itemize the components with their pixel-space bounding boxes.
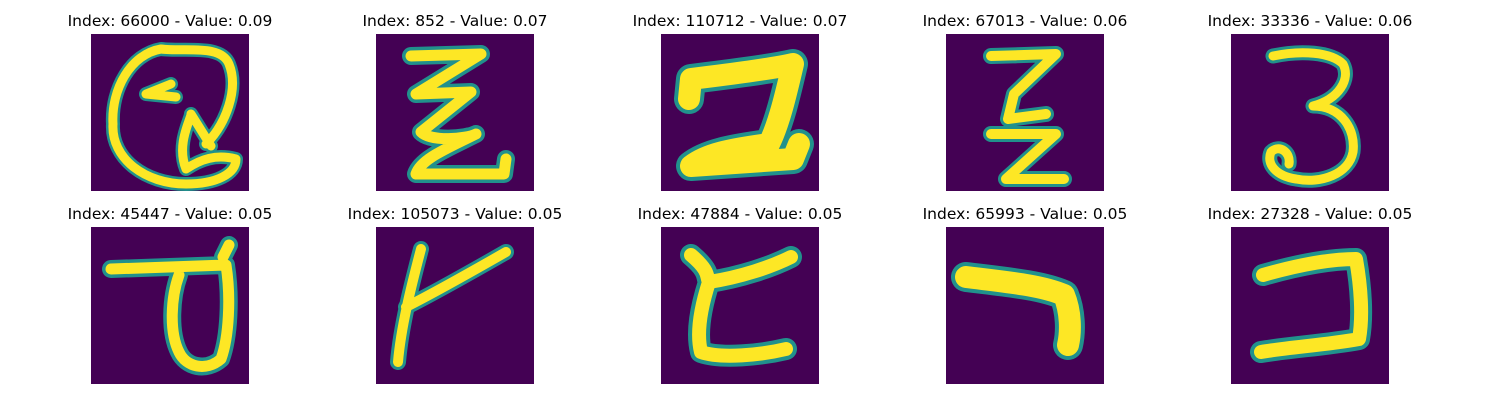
handwritten-y-icon [376, 227, 534, 384]
panel-title: Index: 66000 - Value: 0.09 [67, 12, 273, 30]
panel-title: Index: 105073 - Value: 0.05 [347, 205, 563, 223]
panel-title: Index: 27328 - Value: 0.05 [1207, 205, 1413, 223]
handwritten-crossed-z-icon [946, 34, 1104, 191]
panel-title: Index: 45447 - Value: 0.05 [67, 205, 273, 223]
handwritten-angle-icon [946, 227, 1104, 384]
panel-title: Index: 67013 - Value: 0.06 [922, 12, 1128, 30]
panel-title: Index: 110712 - Value: 0.07 [632, 12, 848, 30]
handwritten-zigzag-icon [376, 34, 534, 191]
handwritten-reverse-c-icon [1231, 227, 1389, 384]
handwritten-c-icon [661, 227, 819, 384]
handwritten-loop-icon [91, 227, 249, 384]
panel-title: Index: 47884 - Value: 0.05 [637, 205, 843, 223]
handwritten-bold-stroke-icon [661, 34, 819, 191]
panel-title: Index: 33336 - Value: 0.06 [1207, 12, 1413, 30]
handwritten-Q-icon [91, 34, 249, 191]
panel-title: Index: 852 - Value: 0.07 [362, 12, 548, 30]
handwritten-3-icon [1231, 34, 1389, 191]
panel-title: Index: 65993 - Value: 0.05 [922, 205, 1128, 223]
